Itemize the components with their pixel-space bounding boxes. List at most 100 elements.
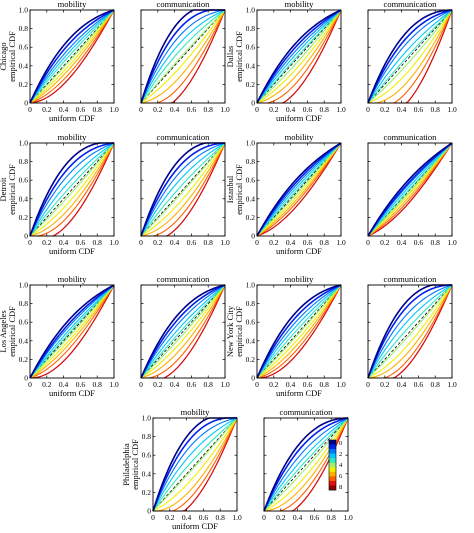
x-tick-label: 1.0: [343, 513, 353, 522]
x-tick-label: 0.8: [327, 513, 337, 522]
y-tick-label: 0.6: [246, 176, 256, 185]
series-line-4: [29, 284, 115, 379]
y-tick-label: 0.2: [246, 213, 256, 222]
y-axis-label: Dallasempirical CDF: [225, 31, 244, 82]
series-line-7: [29, 284, 115, 379]
x-tick-label: 0.2: [380, 238, 390, 247]
y-tick-label: 1.0: [142, 414, 152, 423]
x-tick-label: 0.8: [431, 380, 441, 389]
colorbar-swatch: [329, 467, 336, 473]
series-line-5: [256, 284, 342, 379]
series-line-5: [256, 142, 342, 237]
x-tick-label: 0.4: [397, 105, 407, 114]
series-line-6: [29, 142, 115, 237]
plot-frame: [140, 284, 226, 379]
y-tick-label: 0.8: [246, 24, 256, 33]
series-line-1: [256, 142, 342, 237]
x-tick-label: 0: [255, 105, 259, 114]
series-line-3: [263, 417, 349, 512]
colorbar-swatch: [329, 462, 336, 468]
series-line-7: [140, 284, 226, 379]
series-line-7: [140, 142, 226, 237]
x-tick-label: 0.8: [93, 105, 103, 114]
series-line-0: [29, 9, 115, 104]
series-line-6: [263, 417, 349, 512]
colorbar-tick-label: 4: [339, 462, 343, 469]
series-line-2: [367, 284, 453, 379]
y-tick-label: 0.8: [246, 299, 256, 308]
x-tick-label: 0.8: [320, 105, 330, 114]
series-line-7: [256, 9, 342, 104]
x-tick-label: 0.2: [269, 380, 279, 389]
plot-frame: [29, 284, 115, 379]
series-line-0: [263, 417, 349, 512]
series-line-7: [368, 9, 453, 104]
x-tick-label: 0.6: [414, 105, 424, 114]
colorbar-swatch: [329, 476, 336, 482]
panel-title: mobility: [58, 0, 88, 9]
series-line-8: [367, 142, 453, 237]
y-tick-label: 0.8: [246, 157, 256, 166]
series-line-2: [29, 284, 115, 379]
series-line-3: [367, 9, 453, 104]
x-tick-label: 0.8: [204, 380, 214, 389]
x-tick-label: 0.6: [414, 380, 424, 389]
series-line-2: [140, 9, 226, 104]
panel-new-york-city-communication: 0 0.2 0.4 0.6 0.8 1.0 communication: [366, 274, 457, 389]
panel-title: communication: [384, 274, 438, 284]
series-line-4: [256, 9, 342, 104]
x-tick-label: 0.4: [293, 513, 303, 522]
city-name: New York City: [225, 305, 235, 357]
x-tick-label: 0.8: [431, 105, 441, 114]
x-tick-label: 0: [255, 380, 259, 389]
series-line-8: [30, 142, 115, 237]
x-tick-label: 0.4: [59, 238, 69, 247]
series-line-5: [29, 284, 115, 379]
x-tick-label: 1.0: [220, 238, 230, 247]
x-tick-label: 0.2: [153, 105, 163, 114]
series-line-9: [257, 284, 342, 379]
x-tick-label: 0.2: [42, 238, 52, 247]
series-line-4: [140, 142, 226, 237]
y-tick-label: 0.8: [19, 24, 29, 33]
x-tick-label: 0.6: [187, 380, 197, 389]
series-line-8: [257, 9, 342, 104]
y-axis-label: Detroitempirical CDF: [0, 164, 17, 215]
series-line-3: [256, 142, 342, 237]
ylabel-suffix: empirical CDF: [234, 164, 244, 215]
panel-istanbul-communication: 0 0.2 0.4 0.6 0.8 1.0 communication: [366, 132, 457, 247]
series-line-5: [140, 9, 226, 104]
series-line-1: [256, 9, 342, 104]
x-axis-label: uniform CDF: [172, 521, 218, 531]
x-tick-label: 0.6: [76, 238, 86, 247]
colorbar-frame: [328, 439, 337, 491]
plot-frame: [367, 9, 453, 104]
x-tick-label: 0.2: [42, 380, 52, 389]
x-tick-label: 0: [139, 238, 143, 247]
reference-diagonal: [367, 284, 453, 379]
series-line-6: [140, 284, 226, 379]
y-tick-label: 0.2: [19, 213, 29, 222]
x-tick-label: 0: [151, 513, 155, 522]
y-axis-label: Chicagoempirical CDF: [0, 31, 17, 82]
plot-frame: [29, 9, 115, 104]
x-tick-label: 0.4: [397, 380, 407, 389]
series-line-7: [256, 284, 342, 379]
x-tick-label: 1.0: [220, 105, 230, 114]
plot-frame: [367, 284, 453, 379]
plot-frame: [140, 142, 226, 237]
series-line-7: [256, 142, 342, 237]
x-tick-label: 0.2: [269, 238, 279, 247]
series-line-0: [367, 9, 453, 104]
x-axis-label: uniform CDF: [49, 246, 95, 256]
series-line-0: [256, 9, 342, 104]
x-tick-label: 0.8: [320, 238, 330, 247]
x-tick-label: 0: [366, 380, 370, 389]
series-line-9: [30, 284, 115, 379]
x-tick-label: 0.2: [269, 105, 279, 114]
series-line-1: [367, 9, 453, 104]
y-tick-label: 1.0: [19, 139, 29, 148]
series-line-0: [140, 284, 226, 379]
series-line-5: [140, 284, 226, 379]
